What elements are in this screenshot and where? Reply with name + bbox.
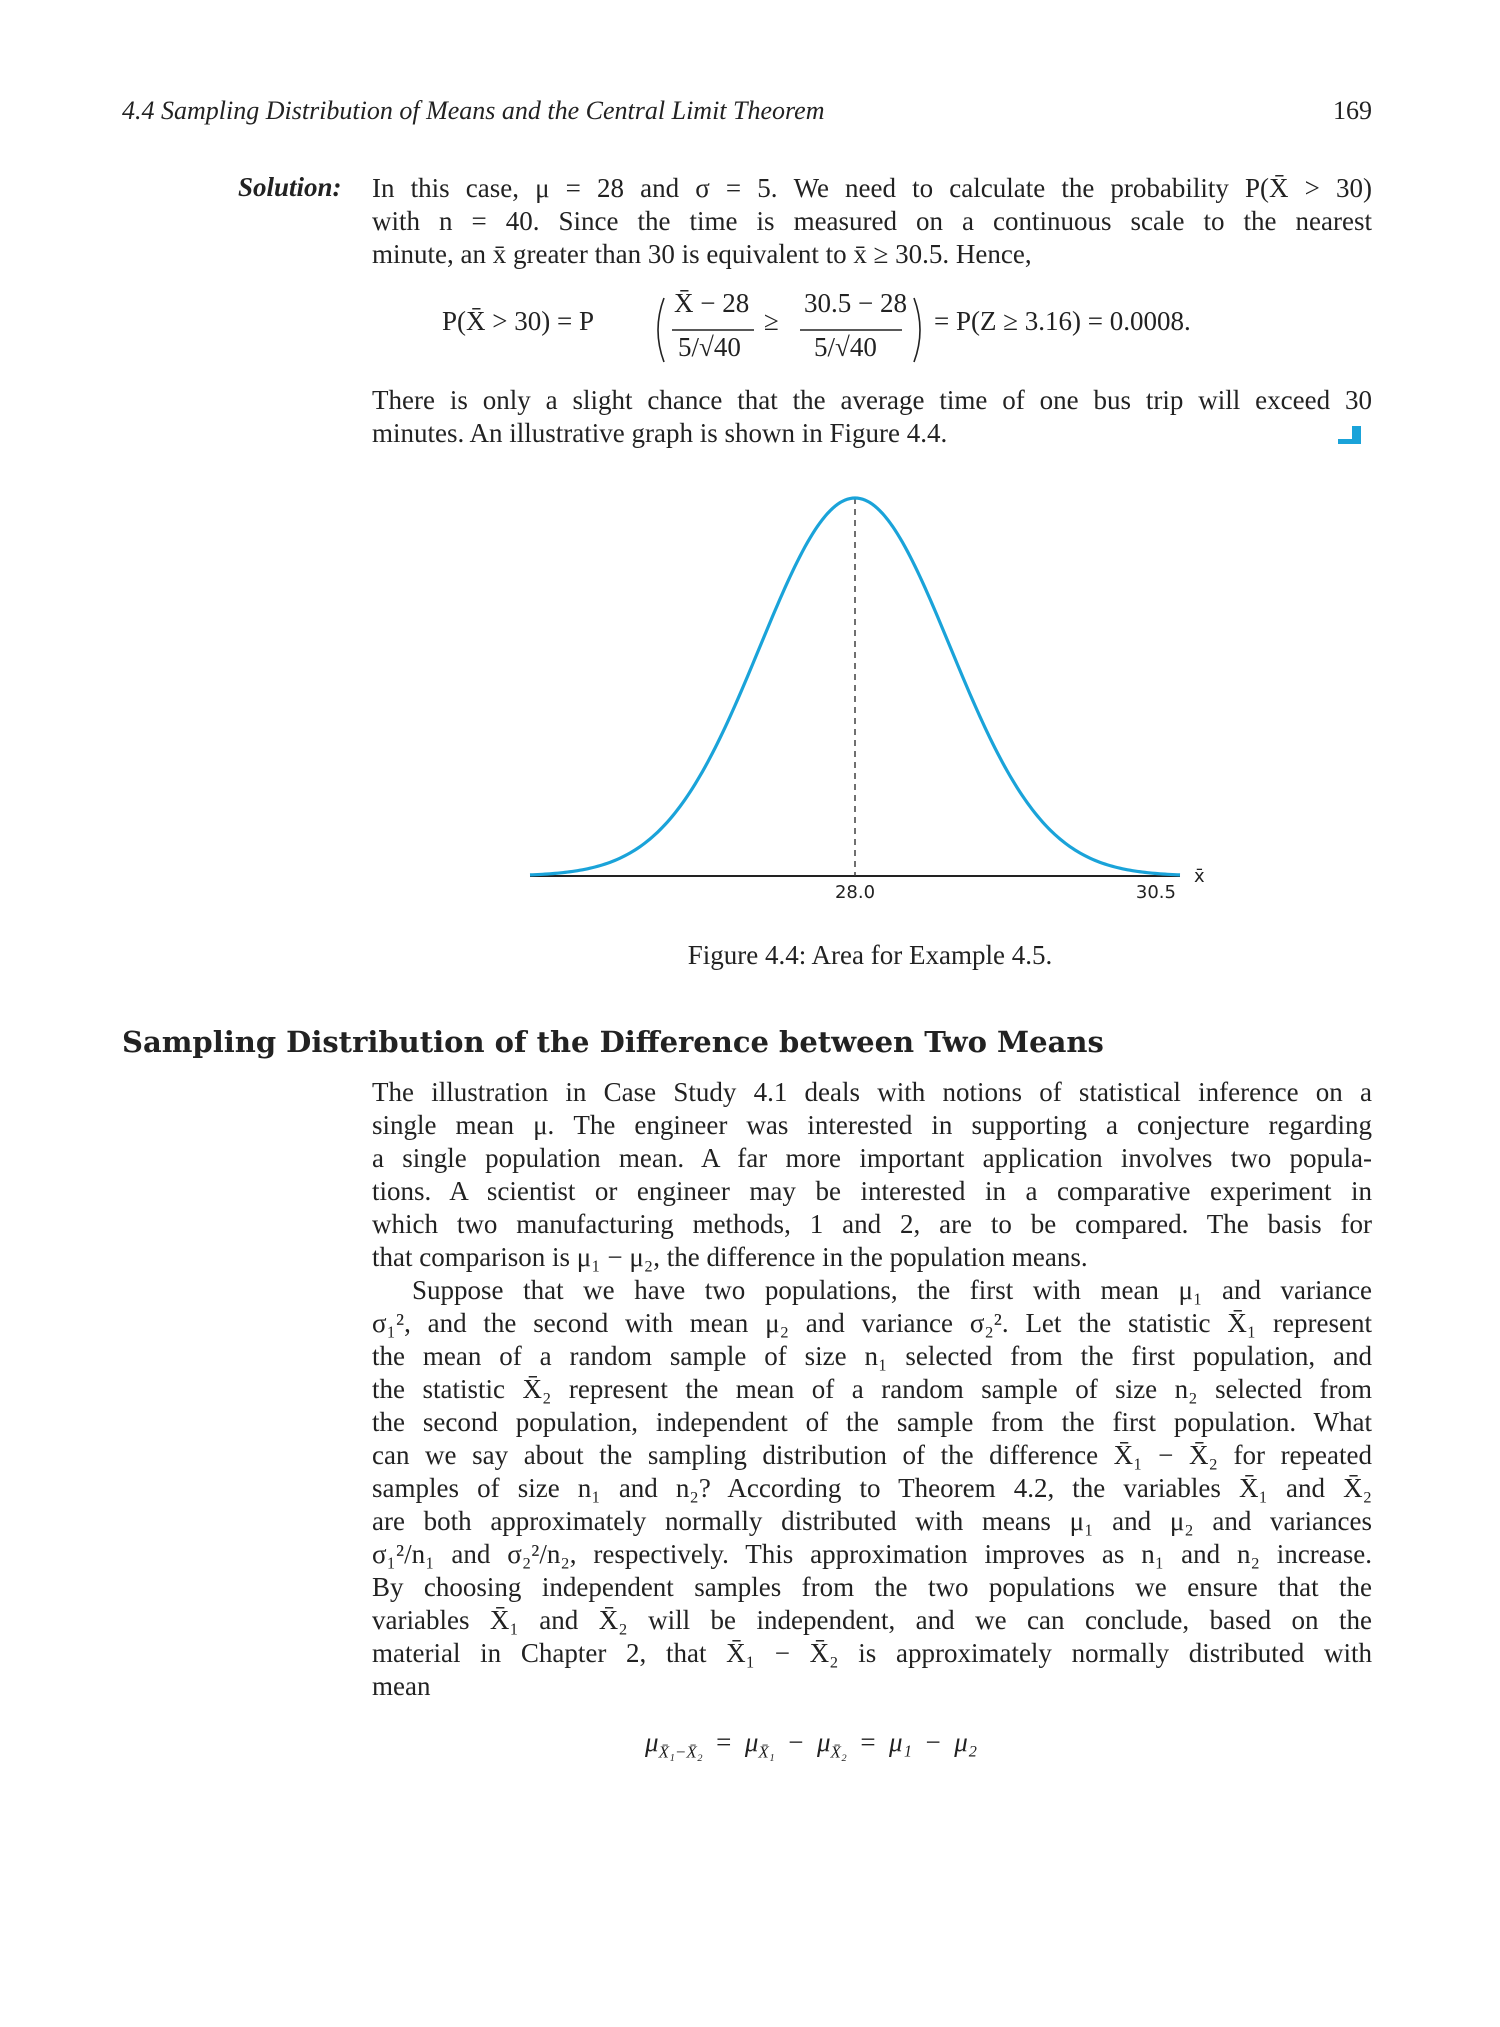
paragraph-2-line-1: Suppose that we have two populations, th… — [412, 1275, 1372, 1305]
x-tick-label: 30.5 — [1136, 882, 1176, 903]
running-title: 4.4 Sampling Distribution of Means and t… — [122, 96, 825, 125]
eq-sign-2: = — [853, 1727, 883, 1757]
paragraph-2-line-7: samples of size n₁ and n₂? According to … — [372, 1473, 1372, 1503]
paragraph-2-line-2: σ₁², and the second with mean μ₂ and var… — [372, 1308, 1372, 1338]
normal-curve-series — [529, 496, 1181, 877]
paragraph-1-line-5: which two manufacturing methods, 1 and 2… — [372, 1209, 1372, 1239]
mu-1: μ₁ — [889, 1727, 912, 1757]
paragraph-2-line-11: variables X̄₁ and X̄₂ will be independen… — [372, 1605, 1372, 1635]
mu-x1-sub: X̄₁ — [758, 1742, 775, 1762]
paragraph-2-line-9: σ₁²/n₁ and σ₂²/n₂, respectively. This ap… — [372, 1539, 1372, 1569]
fraction-2-numerator: 30.5 − 28 — [804, 288, 907, 318]
paragraph-1-line-6: that comparison is μ₁ − μ₂, the differen… — [372, 1242, 1088, 1272]
eq-sign-1: = — [709, 1727, 739, 1757]
paragraph-1-line-4: tions. A scientist or engineer may be in… — [372, 1176, 1372, 1206]
paragraph-2-line-6: can we say about the sampling distributi… — [372, 1440, 1372, 1470]
mu-diff-1: μ — [645, 1727, 659, 1757]
geq-sign: ≥ — [764, 306, 779, 336]
normal-curve-chart: 28.0 30.5 x̄ — [529, 496, 1205, 903]
paragraph-2-line-8: are both approximately normally distribu… — [372, 1506, 1372, 1536]
paragraph-2-line-3: the mean of a random sample of size n₁ s… — [372, 1341, 1372, 1371]
fraction-2-denominator: 5/√40 — [814, 332, 877, 362]
paragraph-1-line-3: a single population mean. A far more imp… — [372, 1143, 1372, 1173]
x-tick-labels: 28.0 30.5 — [835, 882, 1176, 903]
mu-x2: μ — [816, 1727, 831, 1757]
minus-sign-2: − — [918, 1727, 948, 1757]
solution-label: Solution: — [238, 172, 342, 202]
figure-caption: Figure 4.4: Area for Example 4.5. — [687, 940, 1053, 970]
paragraph-2-line-5: the second population, independent of th… — [372, 1407, 1372, 1437]
conclusion-line-2: minutes. An illustrative graph is shown … — [372, 418, 948, 448]
fraction-1-numerator: X̄ − 28 — [674, 288, 750, 318]
solution-line-2: with n = 40. Since the time is measured … — [372, 206, 1372, 236]
x-axis-label: x̄ — [1194, 866, 1205, 887]
section-heading: Sampling Distribution of the Difference … — [122, 1025, 1104, 1059]
left-paren-icon — [657, 297, 665, 363]
paragraph-2-line-12: material in Chapter 2, that X̄₁ − X̄₂ is… — [372, 1638, 1372, 1668]
paragraph-2-line-10: By choosing independent samples from the… — [372, 1572, 1372, 1602]
equation-rhs: = P(Z ≥ 3.16) = 0.0008. — [934, 306, 1191, 336]
equation-fractions — [657, 297, 921, 363]
page-number: 169 — [1333, 96, 1372, 125]
solution-line-1: In this case, μ = 28 and σ = 5. We need … — [372, 173, 1372, 203]
fraction-1-denominator: 5/√40 — [678, 332, 741, 362]
x-tick-label: 28.0 — [835, 882, 875, 903]
solution-line-3: minute, an x̄ greater than 30 is equival… — [372, 239, 1032, 269]
equation-lhs: P(X̄ > 30) = P — [442, 306, 594, 336]
paragraph-1-line-1: The illustration in Case Study 4.1 deals… — [372, 1077, 1372, 1107]
minus-sign-1: − — [781, 1727, 811, 1757]
end-of-solution-icon — [1338, 426, 1361, 444]
mu-diff-sub: X̄₁−X̄₂ — [658, 1742, 703, 1762]
paragraph-1-line-2: single mean μ. The engineer was interest… — [372, 1110, 1372, 1140]
right-paren-icon — [913, 297, 921, 363]
mu-2: μ₂ — [954, 1727, 978, 1757]
mu-x1: μ — [744, 1727, 759, 1757]
mu-x2-sub: X̄₂ — [830, 1742, 847, 1762]
paragraph-2-line-4: the statistic X̄₂ represent the mean of … — [372, 1374, 1372, 1404]
difference-mean-equation: μX̄₁−X̄₂ = μX̄₁ − μX̄₂ = μ₁ − μ₂ — [645, 1727, 977, 1762]
conclusion-line-1: There is only a slight chance that the a… — [372, 385, 1372, 415]
paragraph-2-line-13: mean — [372, 1671, 431, 1701]
